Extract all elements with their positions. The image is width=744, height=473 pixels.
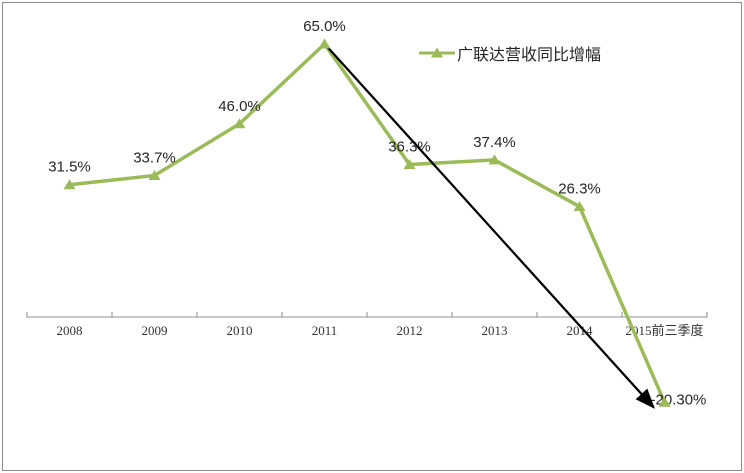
line-chart: 2008 2009 2010 2011 2012 2013 2014 2015前三季度31.5… — [26, 18, 708, 409]
trend-arrow — [325, 45, 656, 409]
x-axis-label: 2013 — [482, 323, 508, 338]
data-point-label: 26.3% — [558, 181, 601, 198]
data-point-marker — [148, 169, 161, 180]
legend-series-label: 广联达营收同比增幅 — [457, 47, 602, 64]
data-point-label: 36.3% — [388, 139, 431, 156]
data-point-label: 31.5% — [48, 159, 91, 176]
data-point-marker — [658, 396, 671, 407]
legend-marker-icon — [419, 47, 455, 58]
data-point-label: 46.0% — [218, 98, 261, 115]
x-axis-label: 2015前三季度 — [625, 323, 703, 338]
x-axis-label: 2010 — [227, 323, 253, 338]
x-axis-label: 2008 — [57, 323, 83, 338]
series-line — [69, 41, 667, 403]
data-point-marker — [318, 38, 331, 49]
x-axis-label: 2009 — [142, 323, 168, 338]
data-point-marker — [233, 118, 246, 129]
data-point-label: -20.30% — [651, 391, 707, 408]
data-point-marker — [403, 159, 416, 170]
data-point-label: 65.0% — [303, 18, 346, 35]
data-point-label: 33.7% — [133, 149, 176, 166]
data-point-marker — [63, 179, 76, 190]
data-point-label: 37.4% — [473, 134, 516, 151]
x-axis-label: 2012 — [397, 323, 423, 338]
data-point-marker — [488, 154, 501, 165]
legend: 广联达营收同比增幅 — [419, 41, 601, 65]
data-point-marker — [573, 201, 586, 212]
x-axis-label: 2011 — [312, 323, 338, 338]
